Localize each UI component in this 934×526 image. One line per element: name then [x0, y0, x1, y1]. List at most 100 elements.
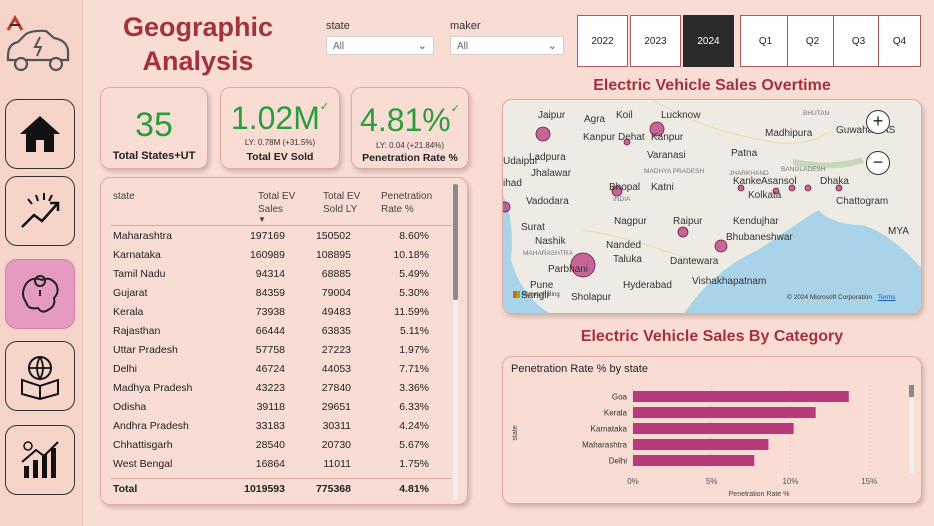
- row-ly: 150502: [315, 230, 351, 242]
- col-header-total-ev-sales[interactable]: Total EV Sales: [258, 191, 296, 215]
- table-row[interactable]: Gujarat 84359 79004 5.30%: [113, 284, 443, 303]
- row-ly: 68885: [321, 268, 351, 280]
- table-row[interactable]: Andhra Pradesh 33183 30311 4.24%: [113, 417, 443, 436]
- penetration-rate-chart-card: Penetration Rate % by state 0% 5% 10% 15% Go…: [502, 356, 922, 504]
- map-bubble[interactable]: [677, 226, 689, 238]
- map-place-label: Dhaka: [820, 176, 849, 187]
- year-2023-button[interactable]: 2023: [630, 15, 681, 67]
- page-title-line2: Analysis: [142, 46, 254, 76]
- map-bubble[interactable]: [570, 252, 596, 278]
- bar-karnataka[interactable]: [633, 423, 794, 434]
- table-row[interactable]: Delhi 46724 44053 7.71%: [113, 360, 443, 379]
- row-state: Andhra Pradesh: [113, 420, 189, 432]
- table-row[interactable]: West Bengal 16864 11011 1.75%: [113, 455, 443, 474]
- kpi-pen-label: Penetration Rate %: [362, 152, 458, 164]
- table-row[interactable]: Madhya Pradesh 43223 27840 3.36%: [113, 379, 443, 398]
- ev-sales-map[interactable]: Jaipur Agra Koil Lucknow BHUTAN Madhipura Guwa…: [502, 99, 922, 314]
- nav-geography-button[interactable]: [5, 259, 75, 329]
- year-2024-button[interactable]: 2024: [683, 15, 734, 67]
- map-bubble[interactable]: [649, 121, 665, 137]
- row-state: Chhattisgarh: [113, 439, 173, 451]
- table-scrollbar-track[interactable]: [453, 184, 458, 500]
- map-terms-link[interactable]: Terms: [877, 294, 896, 301]
- maker-filter-dropdown[interactable]: All ⌄: [450, 36, 564, 55]
- col-header-penetration-rate[interactable]: Penetration Rate %: [381, 191, 433, 215]
- map-place-label: Ladpura: [529, 152, 566, 163]
- table-row[interactable]: Karnataka 160989 108895 10.18%: [113, 246, 443, 265]
- map-place-label: Bhubaneshwar: [726, 232, 793, 243]
- map-place-label: Vishakhapatnam: [692, 276, 767, 287]
- kpi-penetration-rate-card: 4.81%✓ LY: 0.04 (+21.84%) Penetration Ra…: [351, 87, 469, 169]
- row-rate: 1.75%: [399, 458, 429, 470]
- map-place-label: Raipur: [673, 216, 703, 227]
- bar-kerala[interactable]: [633, 407, 816, 418]
- state-filter: state All ⌄: [326, 20, 434, 55]
- row-sales: 73938: [255, 306, 285, 318]
- map-zoom-out-button[interactable]: −: [866, 151, 890, 175]
- nav-home-button[interactable]: [5, 99, 75, 169]
- nav-category-button[interactable]: [5, 341, 75, 411]
- quarter-q1-button[interactable]: Q1: [740, 15, 791, 67]
- table-scrollbar-thumb[interactable]: [453, 184, 458, 300]
- y-axis-label: state: [512, 425, 519, 440]
- bar-maharashtra[interactable]: [633, 439, 769, 450]
- state-filter-dropdown[interactable]: All ⌄: [326, 36, 434, 55]
- row-state: Kerala: [113, 306, 144, 318]
- map-bubble[interactable]: [623, 138, 631, 146]
- table-row[interactable]: Maharashtra 197169 150502 8.60%: [113, 227, 443, 246]
- table-row[interactable]: Chhattisgarh 28540 20730 5.67%: [113, 436, 443, 455]
- quarter-q4-button[interactable]: Q4: [878, 15, 921, 67]
- map-bubble[interactable]: [611, 185, 623, 197]
- year-2022-button[interactable]: 2022: [577, 15, 628, 67]
- map-bubble[interactable]: [772, 187, 780, 195]
- map-place-label: AS: [882, 125, 896, 136]
- row-state: Odisha: [113, 401, 147, 413]
- map-place-label: Bhopal: [609, 182, 641, 193]
- map-bubble[interactable]: [835, 184, 843, 192]
- table-row[interactable]: Kerala 73938 49483 11.59%: [113, 303, 443, 322]
- maker-filter-value: All: [457, 41, 469, 52]
- bar-goa[interactable]: [633, 391, 849, 402]
- quarter-q3-button[interactable]: Q3: [833, 15, 884, 67]
- map-zoom-in-button[interactable]: +: [866, 110, 890, 134]
- map-place-label: Parbhani: [548, 264, 589, 275]
- kpi-states-label: Total States+UT: [112, 150, 196, 162]
- map-place-label: Udaipur: [503, 156, 539, 167]
- map-place-label: Lucknow: [661, 110, 701, 121]
- category-label: Kerala: [604, 409, 628, 418]
- chart-title: Penetration Rate % by state: [511, 363, 648, 375]
- map-place-label: Kendujhar: [733, 216, 779, 227]
- map-place-label: Kanke: [733, 176, 762, 187]
- col-header-ev-sold-ly[interactable]: Total EV Sold LY: [323, 191, 361, 215]
- quarter-q2-button[interactable]: Q2: [787, 15, 838, 67]
- map-bubble[interactable]: [503, 201, 511, 213]
- total-ly: 775368: [315, 483, 351, 495]
- chart-scrollbar-track[interactable]: [909, 385, 914, 473]
- row-state: Delhi: [113, 363, 137, 375]
- col-header-state[interactable]: state: [113, 191, 135, 202]
- maker-filter: maker All ⌄: [450, 20, 564, 55]
- checkmark-icon: ✓: [450, 103, 460, 115]
- map-bubble[interactable]: [804, 184, 812, 192]
- nav-trend-button[interactable]: [5, 176, 75, 246]
- table-row[interactable]: Uttar Pradesh 57758 27223 1.97%: [113, 341, 443, 360]
- row-sales: 57758: [255, 344, 285, 356]
- map-place-label: Dantewara: [670, 256, 719, 267]
- map-bubble[interactable]: [535, 126, 551, 142]
- row-ly: 20730: [321, 439, 351, 451]
- microsoft-bing-logo: Microsoft Bing: [513, 291, 560, 298]
- total-label: Total: [113, 483, 138, 495]
- map-place-label: Surat: [521, 222, 545, 233]
- map-bubble[interactable]: [737, 184, 745, 192]
- x-tick-label: 0%: [627, 477, 639, 486]
- map-bubble[interactable]: [788, 184, 796, 192]
- bar-delhi[interactable]: [633, 455, 755, 466]
- map-bubble[interactable]: [714, 239, 728, 253]
- nav-growth-button[interactable]: [5, 425, 75, 495]
- table-row[interactable]: Rajasthan 66444 63835 5.11%: [113, 322, 443, 341]
- row-sales: 39118: [256, 401, 285, 413]
- map-copyright: © 2024 Microsoft Corporation Terms: [787, 294, 896, 301]
- table-row[interactable]: Odisha 39118 29651 6.33%: [113, 398, 443, 417]
- chart-scrollbar-thumb[interactable]: [909, 385, 914, 397]
- table-row[interactable]: Tamil Nadu 94314 68885 5.49%: [113, 265, 443, 284]
